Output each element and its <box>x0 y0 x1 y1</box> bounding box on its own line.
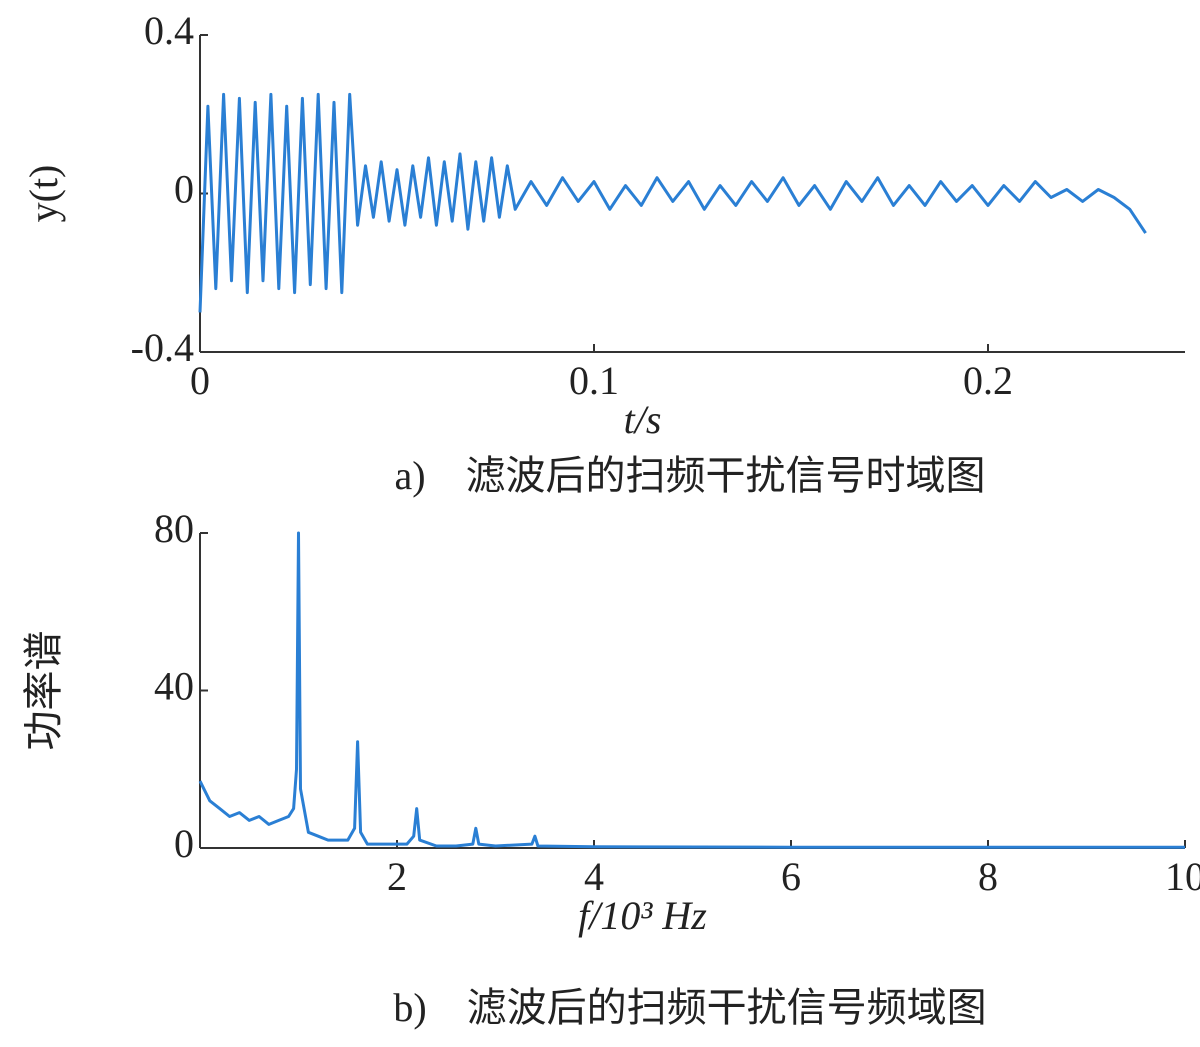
y-axis-label: 功率谱 <box>21 631 66 751</box>
x-tick-label: 0 <box>190 358 210 403</box>
x-axis-label: f/10³ Hz <box>578 893 707 938</box>
caption: a) 滤波后的扫频干扰信号时域图 <box>394 453 985 498</box>
y-axis-label: y(t) <box>21 165 66 223</box>
x-tick-label: 4 <box>584 854 604 899</box>
y-tick-label: -0.4 <box>131 325 194 370</box>
x-tick-label: 0.2 <box>963 358 1013 403</box>
x-tick-label: 10 <box>1165 854 1200 899</box>
x-tick-label: 2 <box>387 854 407 899</box>
signal-line <box>198 92 1147 313</box>
y-tick-label: 0 <box>174 167 194 212</box>
caption: b) 滤波后的扫频干扰信号频域图 <box>393 985 986 1030</box>
y-tick-label: 0 <box>174 821 194 866</box>
y-tick-label: 80 <box>154 506 194 551</box>
x-tick-label: 8 <box>978 854 998 899</box>
signal-line <box>198 531 1185 849</box>
x-axis-label: t/s <box>624 397 662 442</box>
x-tick-label: 6 <box>781 854 801 899</box>
y-tick-label: 40 <box>154 664 194 709</box>
y-tick-label: 0.4 <box>144 8 194 53</box>
x-tick-label: 0.1 <box>569 358 619 403</box>
